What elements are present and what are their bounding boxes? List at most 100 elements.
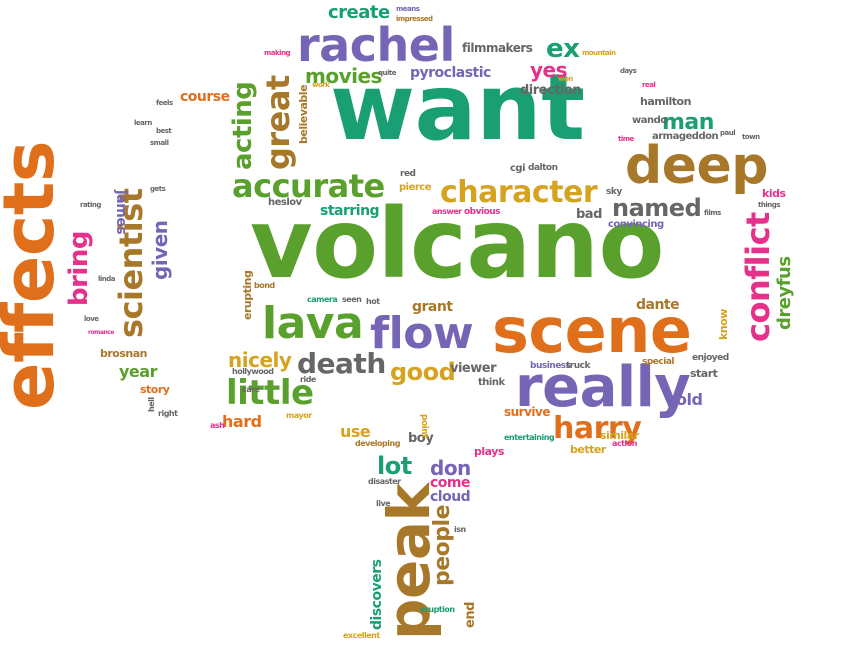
word: linda <box>98 275 116 283</box>
word: movies <box>305 64 382 88</box>
word: dreyfus <box>774 256 795 330</box>
word: mayor <box>286 411 312 420</box>
word: truck <box>566 361 590 371</box>
word: volcano <box>250 188 664 300</box>
word: enjoyed <box>692 353 729 363</box>
word: want <box>330 54 585 161</box>
word: rating <box>80 201 101 209</box>
word: course <box>180 89 230 105</box>
word: convincing <box>608 219 664 230</box>
word: special <box>642 357 674 367</box>
word: point <box>419 414 429 438</box>
word: really <box>515 355 691 420</box>
word: seen <box>342 295 362 304</box>
word: conflict <box>739 212 777 342</box>
word: learn <box>134 119 152 127</box>
word: death <box>297 347 386 380</box>
word: given <box>148 220 172 280</box>
word: scene <box>492 294 692 367</box>
word: right <box>158 409 178 418</box>
word: things <box>758 201 780 209</box>
word: character <box>440 175 598 210</box>
word: town <box>742 133 760 141</box>
word: impressed <box>396 15 433 23</box>
word: bond <box>254 281 275 290</box>
word: isn <box>454 525 466 534</box>
word: feels <box>156 99 173 107</box>
word: pierce <box>399 182 432 193</box>
word: acting <box>228 81 258 170</box>
word: old <box>676 390 703 409</box>
word: discovers <box>369 559 385 630</box>
word: end <box>463 602 478 628</box>
word: business <box>530 361 571 371</box>
word: start <box>690 367 718 380</box>
word: yes <box>530 58 568 82</box>
word: heslov <box>268 197 302 208</box>
word: similar <box>600 429 639 442</box>
word: gets <box>150 185 166 193</box>
word: love <box>84 315 99 323</box>
word: red <box>400 169 416 179</box>
word: ash <box>210 421 225 430</box>
word: hollywood <box>232 367 274 376</box>
word: answer <box>432 207 462 216</box>
word: dalton <box>528 163 558 173</box>
word: good <box>390 358 456 386</box>
word: accurate <box>232 167 385 205</box>
word: hell <box>147 397 156 412</box>
word: dante <box>636 297 680 313</box>
word: best <box>156 127 172 135</box>
word: believable <box>297 84 310 144</box>
word: small <box>150 139 169 147</box>
word: means <box>396 5 420 13</box>
word: hamilton <box>640 95 691 108</box>
word: live <box>376 499 391 508</box>
word: care <box>242 385 260 394</box>
word: armageddon <box>652 131 719 142</box>
word: kids <box>762 187 786 200</box>
word: deep <box>625 136 768 196</box>
word: create <box>328 2 390 23</box>
word: direction <box>520 83 582 98</box>
word: man <box>662 110 714 135</box>
word: eruption <box>420 605 455 614</box>
word: time <box>618 135 634 143</box>
word: don <box>430 456 471 480</box>
word: disaster <box>368 477 401 486</box>
word: excellent <box>343 631 380 640</box>
word: hot <box>366 297 380 306</box>
word: little <box>226 373 314 413</box>
word: sky <box>606 187 622 197</box>
word: hard <box>222 412 262 431</box>
word: cgi <box>510 163 526 174</box>
word: ride <box>300 375 316 384</box>
word: filmmakers <box>462 41 533 55</box>
word: romance <box>88 329 114 336</box>
word: better <box>570 443 606 456</box>
word: bring <box>64 231 94 306</box>
word: great <box>259 75 297 170</box>
word: bad <box>576 207 602 222</box>
word: cloud <box>430 489 471 505</box>
word: harry <box>553 411 642 446</box>
word: quite <box>378 69 397 77</box>
word: films <box>704 209 721 217</box>
word: nicely <box>228 348 292 372</box>
word: rachel <box>297 18 455 72</box>
word: erupting <box>241 270 254 320</box>
word: days <box>620 67 637 75</box>
word: ex <box>546 34 580 64</box>
word: effects <box>0 141 70 410</box>
word: boy <box>408 431 434 446</box>
word: mountain <box>582 49 616 57</box>
word: brosnan <box>100 347 148 360</box>
word: named <box>612 194 702 222</box>
word: lot <box>377 452 412 480</box>
word: flow <box>370 308 474 359</box>
word: obvious <box>464 207 501 217</box>
word: use <box>340 422 371 441</box>
word: work <box>312 81 330 89</box>
word: come <box>430 475 471 491</box>
